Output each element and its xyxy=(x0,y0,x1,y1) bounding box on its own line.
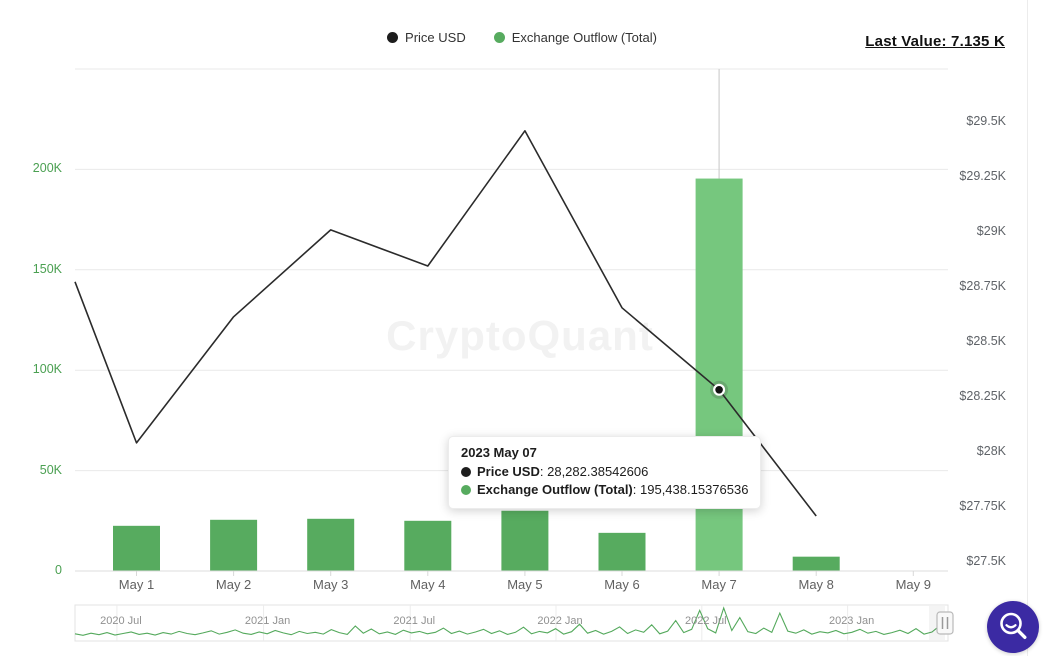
cryptoquant-watermark: CryptoQuant xyxy=(386,312,654,359)
tooltip-price-value: 28,282.38542606 xyxy=(547,464,649,479)
tooltip-outflow-value: 195,438.15376536 xyxy=(640,482,749,497)
magnifier-smile-icon xyxy=(1000,612,1027,639)
outflow-dot-icon xyxy=(461,485,471,495)
outflow-bar[interactable] xyxy=(598,532,646,571)
outflow-bar[interactable] xyxy=(210,519,258,571)
legend-item-price-usd[interactable]: Price USD xyxy=(387,30,466,45)
right-axis-tick-label: $28.25K xyxy=(959,388,1006,403)
navigator-date-label: 2020 Jul xyxy=(100,615,142,627)
tooltip-row-outflow: Exchange Outflow (Total): 195,438.153765… xyxy=(461,481,748,499)
navigator-date-label: 2023 Jan xyxy=(828,615,875,627)
right-axis-tick-label: $27.5K xyxy=(966,553,1006,568)
navigator-date-label: 2022 Jan xyxy=(537,615,583,627)
right-axis-tick-label: $29.5K xyxy=(966,113,1006,128)
navigator-date-label: 2021 Jul xyxy=(393,615,436,627)
legend: Price USD Exchange Outflow (Total) xyxy=(0,30,1044,45)
x-axis-category-label: May 9 xyxy=(895,577,931,592)
tooltip: 2023 May 07 Price USD: 28,282.38542606 E… xyxy=(448,436,762,509)
left-axis-tick-label: 100K xyxy=(32,362,62,377)
window-edge-divider xyxy=(1027,0,1028,656)
zoom-search-button[interactable] xyxy=(987,601,1039,653)
outflow-bar[interactable] xyxy=(695,178,743,571)
price-point-marker xyxy=(715,385,723,394)
navigator-handle[interactable] xyxy=(936,611,954,635)
right-axis-tick-label: $28.5K xyxy=(966,333,1006,348)
outflow-bar[interactable] xyxy=(307,518,355,571)
left-axis-tick-label: 0 xyxy=(55,563,62,577)
x-axis-category-label: May 4 xyxy=(410,577,446,592)
right-axis-tick-label: $28K xyxy=(976,443,1006,458)
navigator-date-label: 2022 Jul xyxy=(685,615,727,627)
tooltip-row-price: Price USD: 28,282.38542606 xyxy=(461,463,748,481)
right-axis-tick-label: $27.75K xyxy=(959,498,1006,513)
outflow-bar[interactable] xyxy=(404,520,452,571)
right-axis-tick-label: $29K xyxy=(976,223,1006,238)
x-axis-category-label: May 8 xyxy=(798,577,834,592)
last-value-label: Last Value: 7.135 K xyxy=(865,33,1005,50)
x-axis-category-label: May 2 xyxy=(215,577,252,592)
navigator-sparkline xyxy=(74,606,949,636)
legend-label-price-usd: Price USD xyxy=(405,30,466,45)
legend-item-exchange-outflow[interactable]: Exchange Outflow (Total) xyxy=(493,30,657,45)
price-dot-icon xyxy=(461,467,471,477)
tooltip-price-label: Price USD xyxy=(477,464,540,479)
left-axis-tick-label: 150K xyxy=(32,261,62,276)
right-axis-tick-label: $28.75K xyxy=(959,278,1006,293)
left-axis-tick-label: 200K xyxy=(32,161,62,176)
outflow-bar[interactable] xyxy=(501,510,549,571)
navigator-date-label: 2021 Jan xyxy=(244,615,291,627)
outflow-bar[interactable] xyxy=(792,556,840,571)
left-axis-tick-label: 50K xyxy=(39,462,62,477)
x-axis-category-label: May 5 xyxy=(507,577,543,592)
x-axis-category-label: May 7 xyxy=(701,577,737,592)
outflow-series-dot-icon xyxy=(493,32,505,43)
right-axis-tick-label: $29.25K xyxy=(959,168,1006,183)
tooltip-date: 2023 May 07 xyxy=(461,445,537,460)
x-axis-category-label: May 6 xyxy=(604,577,640,592)
legend-label-exchange-outflow: Exchange Outflow (Total) xyxy=(511,30,657,45)
x-axis-category-label: May 1 xyxy=(118,577,155,592)
outflow-bar[interactable] xyxy=(113,525,160,571)
price-series-dot-icon xyxy=(387,32,399,43)
tooltip-outflow-label: Exchange Outflow (Total) xyxy=(477,482,633,497)
x-axis-category-label: May 3 xyxy=(312,577,349,592)
